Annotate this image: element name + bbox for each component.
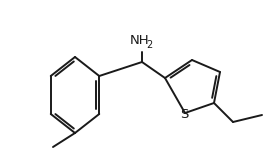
- Text: S: S: [180, 108, 188, 120]
- Text: 2: 2: [147, 40, 153, 49]
- Text: NH: NH: [130, 34, 150, 47]
